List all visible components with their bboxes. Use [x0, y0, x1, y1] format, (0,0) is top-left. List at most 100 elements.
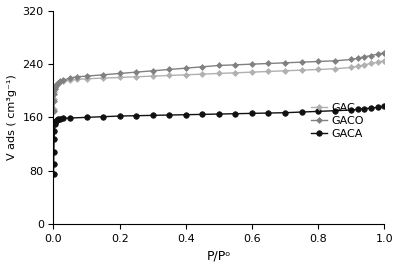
GAC: [167, 74, 172, 77]
Line: GACO: GACO: [52, 51, 386, 113]
GAC: [54, 84, 58, 87]
X-axis label: P/Pᵒ: P/Pᵒ: [207, 249, 231, 262]
GACA: [51, 172, 56, 175]
GACA: [68, 116, 72, 120]
GAC: [216, 72, 221, 75]
GACA: [332, 109, 337, 112]
GAC: [266, 70, 271, 73]
GACO: [200, 65, 205, 68]
GAC: [183, 73, 188, 76]
GACO: [316, 60, 320, 63]
GAC: [134, 75, 138, 78]
GAC: [101, 76, 106, 80]
GAC: [299, 69, 304, 72]
GAC: [332, 67, 337, 70]
GACO: [56, 81, 61, 84]
GACA: [200, 113, 205, 116]
GACA: [355, 108, 360, 111]
GACA: [382, 104, 387, 108]
GAC: [233, 71, 238, 75]
GACO: [299, 61, 304, 64]
GAC: [52, 97, 56, 100]
GACO: [233, 63, 238, 66]
Line: GAC: GAC: [52, 59, 386, 111]
GACO: [382, 51, 387, 54]
GACA: [52, 150, 56, 154]
GAC: [283, 69, 288, 72]
GACO: [52, 93, 57, 96]
Y-axis label: V ads ( cm³g⁻¹): V ads ( cm³g⁻¹): [7, 75, 17, 160]
GAC: [355, 65, 360, 68]
GACO: [61, 79, 66, 82]
GAC: [58, 80, 62, 84]
GAC: [53, 86, 58, 90]
GAC: [382, 59, 387, 62]
GACO: [266, 62, 271, 65]
GACO: [369, 54, 374, 57]
GACO: [150, 69, 155, 72]
GAC: [56, 81, 61, 84]
GACA: [316, 110, 320, 113]
GACA: [283, 111, 288, 114]
GAC: [349, 66, 354, 69]
GACO: [84, 75, 89, 78]
GAC: [54, 83, 59, 86]
GACA: [84, 116, 89, 119]
GACA: [250, 112, 254, 115]
GACA: [61, 117, 66, 120]
GAC: [74, 78, 79, 81]
GACO: [54, 84, 58, 88]
GACO: [167, 68, 172, 71]
GAC: [362, 63, 367, 66]
GAC: [375, 61, 380, 64]
GACA: [53, 120, 58, 123]
GACA: [54, 118, 59, 122]
GACA: [52, 137, 56, 140]
GACO: [332, 59, 337, 62]
GAC: [52, 108, 56, 111]
GAC: [117, 76, 122, 79]
GAC: [250, 70, 254, 74]
GACA: [299, 111, 304, 114]
GACA: [183, 113, 188, 116]
GACO: [52, 99, 56, 102]
GACO: [53, 88, 58, 91]
GACA: [134, 114, 138, 117]
GACO: [68, 76, 72, 80]
GACA: [117, 114, 122, 118]
GACA: [58, 117, 62, 120]
GACA: [52, 129, 57, 132]
GAC: [61, 80, 66, 83]
GACA: [349, 108, 354, 112]
GACO: [117, 72, 122, 75]
Line: GACA: GACA: [51, 103, 387, 177]
GACO: [58, 80, 62, 83]
GACA: [216, 112, 221, 116]
GACO: [216, 64, 221, 67]
GACA: [375, 106, 380, 109]
GAC: [200, 73, 205, 76]
GAC: [68, 79, 72, 82]
GACO: [134, 70, 138, 74]
GACO: [283, 61, 288, 65]
GAC: [150, 75, 155, 78]
GACO: [349, 58, 354, 61]
GACA: [56, 118, 61, 121]
Legend: GAC, GACO, GACA: GAC, GACO, GACA: [306, 98, 369, 144]
GAC: [84, 77, 89, 80]
GACO: [375, 52, 380, 56]
GACO: [183, 66, 188, 70]
GACA: [101, 115, 106, 118]
GACO: [362, 55, 367, 58]
GACA: [53, 122, 58, 126]
GACA: [150, 114, 155, 117]
GACA: [51, 162, 56, 165]
GACO: [250, 62, 254, 66]
GACA: [167, 114, 172, 117]
GAC: [316, 68, 320, 71]
GACA: [362, 107, 367, 110]
GACO: [52, 109, 56, 112]
GAC: [52, 90, 57, 94]
GACO: [54, 83, 59, 86]
GACA: [266, 111, 271, 115]
